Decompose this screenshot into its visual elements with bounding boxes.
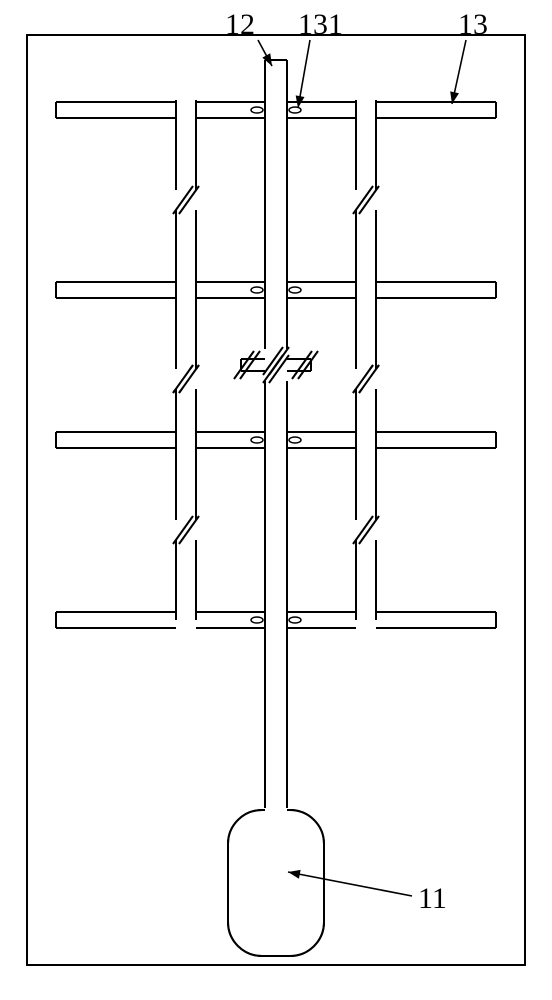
figure-diagram: 12 131 13 11 bbox=[0, 0, 552, 1000]
label-11: 11 bbox=[418, 882, 447, 915]
label-12: 12 bbox=[225, 8, 255, 41]
label-13: 13 bbox=[458, 8, 488, 41]
label-131: 131 bbox=[298, 8, 343, 41]
